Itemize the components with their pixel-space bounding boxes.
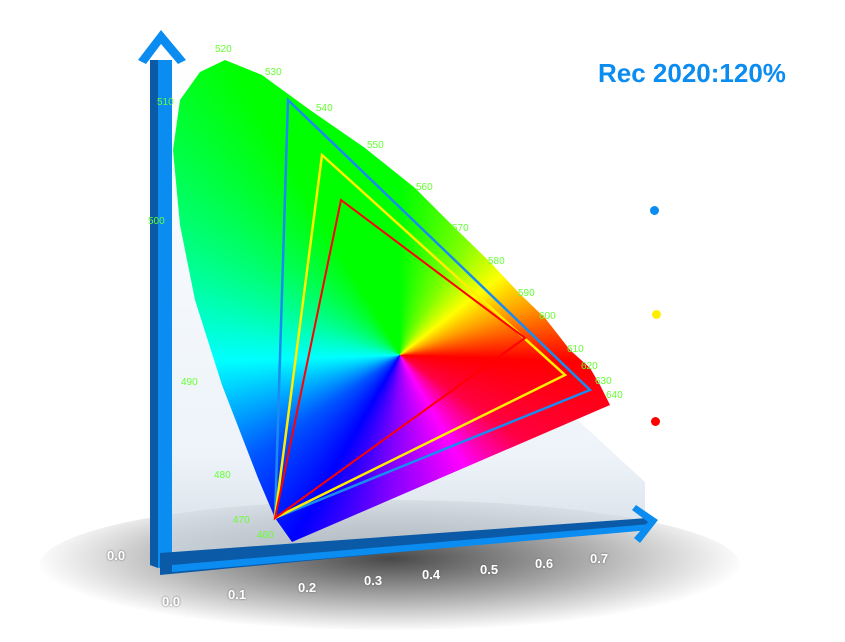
y-axis-side (150, 60, 158, 568)
x-axis-arrow-icon (632, 505, 658, 543)
x-tick-6: 0.6 (535, 556, 554, 571)
wl-520: 520 (215, 44, 232, 55)
wl-460: 460 (257, 530, 274, 541)
wl-640: 640 (606, 390, 623, 401)
wl-600: 600 (539, 311, 556, 322)
wl-490: 490 (181, 377, 198, 388)
dci-p3-triangle (273, 152, 568, 521)
wl-580: 580 (488, 256, 505, 267)
wl-540: 540 (316, 103, 333, 114)
x-tick-2: 0.2 (298, 580, 317, 595)
wl-530: 530 (265, 67, 282, 78)
legend-dot-blue (650, 206, 659, 215)
wl-470: 470 (233, 515, 250, 526)
gamut-coverage-title: Rec 2020:120% (598, 58, 786, 88)
x-tick-1: 0.1 (228, 587, 247, 602)
wl-560: 560 (416, 182, 433, 193)
wl-570: 570 (452, 223, 469, 234)
x-axis-top (172, 524, 650, 572)
y-axis-arrow-icon (138, 30, 186, 64)
x-tick-5: 0.5 (480, 562, 499, 577)
x-tick-0: 0.0 (162, 594, 181, 609)
y-tick-origin: 0.0 (107, 548, 126, 563)
x-tick-3: 0.3 (364, 573, 383, 588)
wl-480: 480 (214, 470, 231, 481)
rec2020-triangle (273, 97, 593, 520)
wl-620: 620 (581, 361, 598, 372)
x-tick-7: 0.7 (590, 551, 609, 566)
legend-dot-red (651, 417, 660, 426)
wl-510: 510 (157, 97, 174, 108)
wl-500: 500 (148, 216, 165, 227)
wl-610: 610 (567, 344, 584, 355)
srgb-triangle (273, 198, 527, 521)
wl-630: 630 (595, 376, 612, 387)
x-tick-4: 0.4 (422, 567, 441, 582)
wl-550: 550 (367, 140, 384, 151)
legend-dot-yellow (652, 310, 661, 319)
wl-590: 590 (518, 288, 535, 299)
